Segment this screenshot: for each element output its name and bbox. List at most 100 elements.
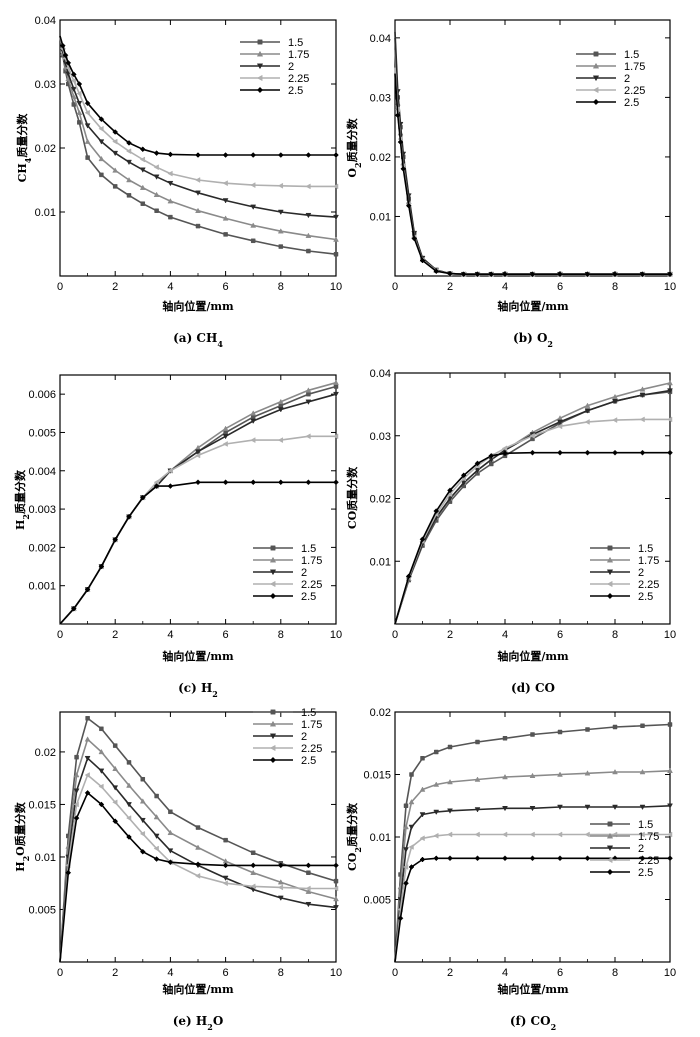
data-point bbox=[277, 398, 284, 405]
data-point bbox=[250, 850, 256, 856]
data-point bbox=[222, 862, 229, 869]
data-point bbox=[139, 817, 146, 824]
y-tick-label: 0.04 bbox=[35, 15, 56, 27]
data-point bbox=[139, 184, 146, 190]
legend-label: 1.75 bbox=[624, 61, 645, 73]
data-point bbox=[460, 480, 467, 486]
data-point bbox=[639, 386, 646, 392]
data-point bbox=[556, 831, 563, 838]
data-point bbox=[167, 151, 174, 158]
data-point bbox=[65, 869, 72, 876]
data-point bbox=[71, 102, 77, 107]
x-tick-label: 6 bbox=[223, 967, 229, 979]
data-point bbox=[502, 271, 508, 278]
data-point bbox=[223, 430, 228, 435]
panel-caption: (c) H2 bbox=[178, 681, 218, 699]
data-point bbox=[222, 441, 228, 447]
data-point bbox=[84, 790, 91, 796]
data-point bbox=[126, 176, 132, 183]
data-point bbox=[167, 483, 174, 489]
x-tick-label: 4 bbox=[502, 967, 508, 979]
data-point bbox=[611, 417, 618, 423]
data-point bbox=[489, 461, 494, 467]
legend-marker bbox=[606, 845, 614, 852]
data-point bbox=[332, 885, 339, 892]
data-point bbox=[126, 140, 132, 146]
data-point bbox=[474, 807, 481, 813]
data-point bbox=[408, 864, 415, 870]
x-tick-label: 10 bbox=[664, 281, 676, 293]
data-point bbox=[400, 165, 407, 172]
data-point bbox=[125, 815, 132, 822]
x-tick-label: 4 bbox=[502, 629, 508, 641]
y-axis-label: CO质量分数 bbox=[345, 466, 359, 529]
data-point bbox=[139, 167, 146, 173]
data-point bbox=[305, 212, 312, 219]
y-tick-label: 0.03 bbox=[35, 79, 56, 91]
data-point bbox=[153, 833, 160, 839]
data-point bbox=[446, 831, 453, 838]
data-point bbox=[305, 387, 312, 393]
data-point bbox=[584, 770, 591, 776]
data-point bbox=[474, 776, 481, 782]
x-tick-label: 10 bbox=[330, 281, 342, 293]
legend-marker bbox=[257, 39, 263, 45]
data-point bbox=[397, 139, 404, 145]
legend-label: 2.25 bbox=[301, 743, 322, 755]
data-point bbox=[447, 778, 453, 785]
y-tick-label: 0.03 bbox=[370, 431, 391, 443]
data-point bbox=[98, 783, 104, 790]
data-point bbox=[403, 823, 409, 830]
y-axis-label: CO2质量分数 bbox=[345, 802, 363, 871]
data-point bbox=[433, 855, 440, 862]
y-axis-label: CH4质量分数 bbox=[15, 113, 33, 183]
series-line-2 bbox=[59, 757, 337, 963]
data-point bbox=[98, 801, 105, 808]
data-point bbox=[99, 726, 104, 732]
legend-label: 1.75 bbox=[301, 555, 322, 567]
data-point bbox=[584, 408, 591, 414]
data-point bbox=[639, 449, 646, 456]
legend-label: 2.5 bbox=[638, 867, 653, 879]
data-point bbox=[394, 112, 401, 119]
data-point bbox=[168, 809, 173, 815]
data-point bbox=[305, 152, 312, 158]
data-point bbox=[84, 123, 91, 129]
chart-panel-6: 0 2 4 6 8 100.0050.010.0150.021.51.7522.252.5… bbox=[345, 707, 676, 1032]
x-tick-label: 0 bbox=[57, 281, 63, 293]
data-point bbox=[667, 380, 673, 386]
y-tick-label: 0.01 bbox=[370, 211, 391, 223]
data-point bbox=[639, 855, 646, 862]
data-point bbox=[584, 855, 591, 862]
x-tick-label: 6 bbox=[557, 629, 563, 641]
data-point bbox=[250, 862, 257, 869]
y-tick-label: 0.005 bbox=[28, 904, 56, 916]
data-point bbox=[195, 861, 201, 868]
data-point bbox=[397, 915, 404, 922]
data-point bbox=[65, 60, 72, 66]
legend-marker bbox=[269, 592, 277, 600]
data-point bbox=[153, 814, 160, 820]
data-point bbox=[447, 496, 453, 502]
data-point bbox=[332, 433, 339, 440]
data-point bbox=[333, 479, 339, 486]
data-point bbox=[250, 182, 256, 189]
legend-label: 1.5 bbox=[624, 49, 639, 61]
data-point bbox=[612, 804, 618, 811]
data-point bbox=[167, 170, 173, 177]
data-point bbox=[474, 468, 481, 474]
data-point bbox=[76, 109, 83, 116]
data-point bbox=[70, 93, 77, 100]
data-point bbox=[333, 862, 339, 869]
data-point bbox=[408, 824, 415, 831]
data-point bbox=[153, 164, 159, 171]
x-tick-label: 2 bbox=[112, 281, 118, 293]
data-point bbox=[62, 52, 69, 59]
data-point bbox=[305, 901, 312, 908]
data-point bbox=[488, 271, 495, 278]
data-point bbox=[140, 201, 146, 206]
data-point bbox=[419, 812, 426, 818]
legend-label: 2.5 bbox=[288, 85, 303, 97]
